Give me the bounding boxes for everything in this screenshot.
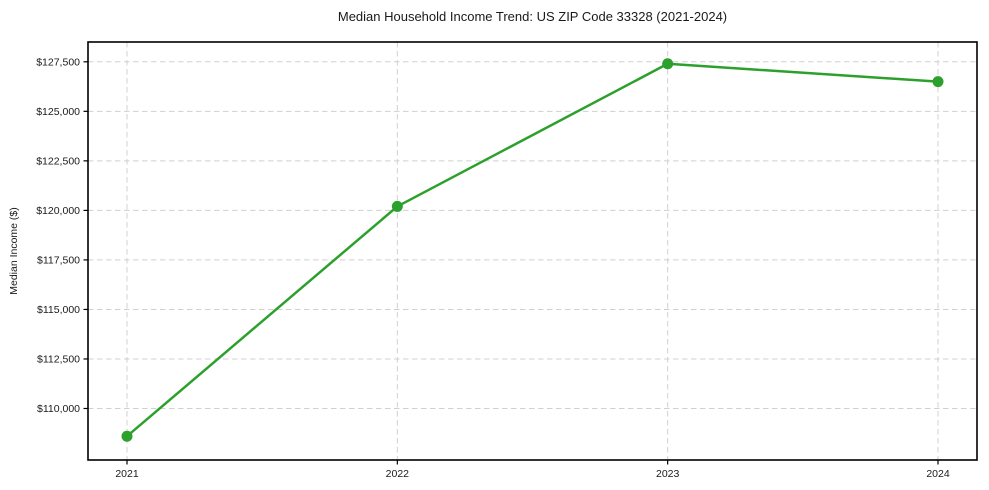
y-tick-label: $120,000	[36, 205, 80, 217]
chart-title: Median Household Income Trend: US ZIP Co…	[337, 9, 728, 24]
y-tick-label: $127,500	[36, 57, 80, 69]
x-tick-label: 2022	[386, 468, 410, 480]
y-tick-label: $125,000	[36, 106, 80, 118]
x-tick-label: 2024	[926, 468, 950, 480]
plot-border	[87, 41, 978, 461]
data-point-marker-2024	[932, 76, 944, 88]
y-tick-label: $117,500	[37, 255, 80, 267]
y-tick-label: $112,500	[37, 354, 80, 366]
y-tick-label: $115,000	[37, 304, 80, 316]
data-point-marker-2021	[121, 430, 133, 442]
y-tick-label: $122,500	[36, 156, 80, 168]
x-tick-label: 2023	[656, 468, 680, 480]
trend-line	[125, 62, 940, 438]
x-tick-label: 2021	[115, 468, 139, 480]
y-tick-label: $110,000	[37, 403, 80, 415]
data-point-marker-2022	[391, 200, 403, 212]
data-point-marker-2023	[662, 58, 674, 70]
